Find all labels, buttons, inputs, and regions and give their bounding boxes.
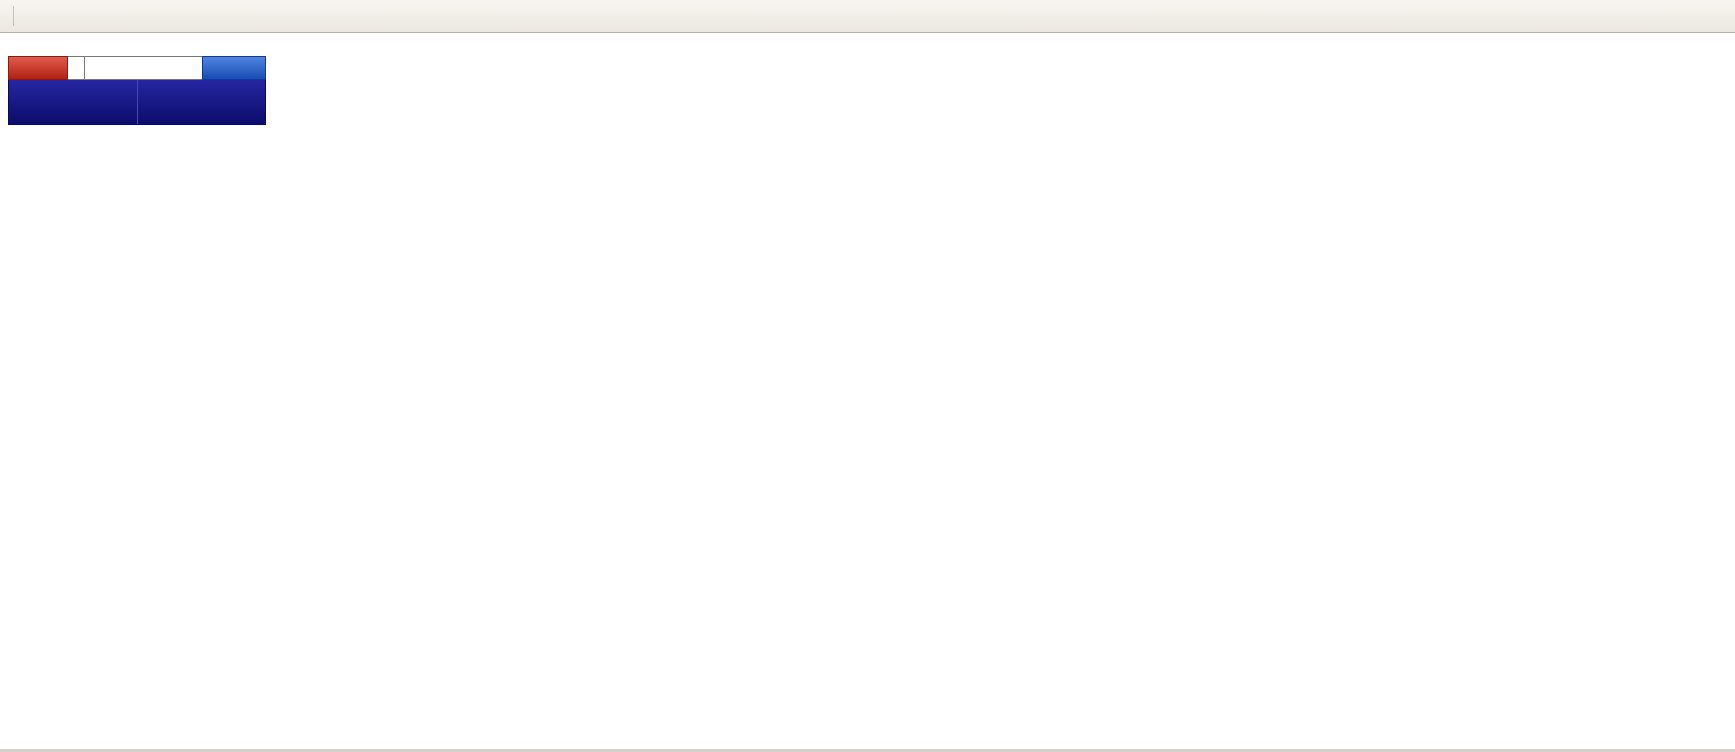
one-click-trade-panel xyxy=(8,56,266,125)
toolbar xyxy=(0,0,1735,33)
sell-price[interactable] xyxy=(9,80,137,124)
volume-dropdown[interactable] xyxy=(68,56,85,80)
rsi-label xyxy=(12,548,17,560)
volume-input[interactable] xyxy=(85,57,202,79)
trade-controls-row xyxy=(8,56,266,80)
toolbar-separator xyxy=(13,6,14,26)
symbol-header xyxy=(12,39,25,51)
buy-price[interactable] xyxy=(138,80,266,124)
sell-button[interactable] xyxy=(8,56,68,80)
macd-label xyxy=(12,483,22,495)
trade-quotes-row xyxy=(8,80,266,125)
buy-button[interactable] xyxy=(202,56,266,80)
volume-field xyxy=(85,56,202,80)
window-edge xyxy=(0,749,1735,752)
quote-divider xyxy=(136,80,138,124)
